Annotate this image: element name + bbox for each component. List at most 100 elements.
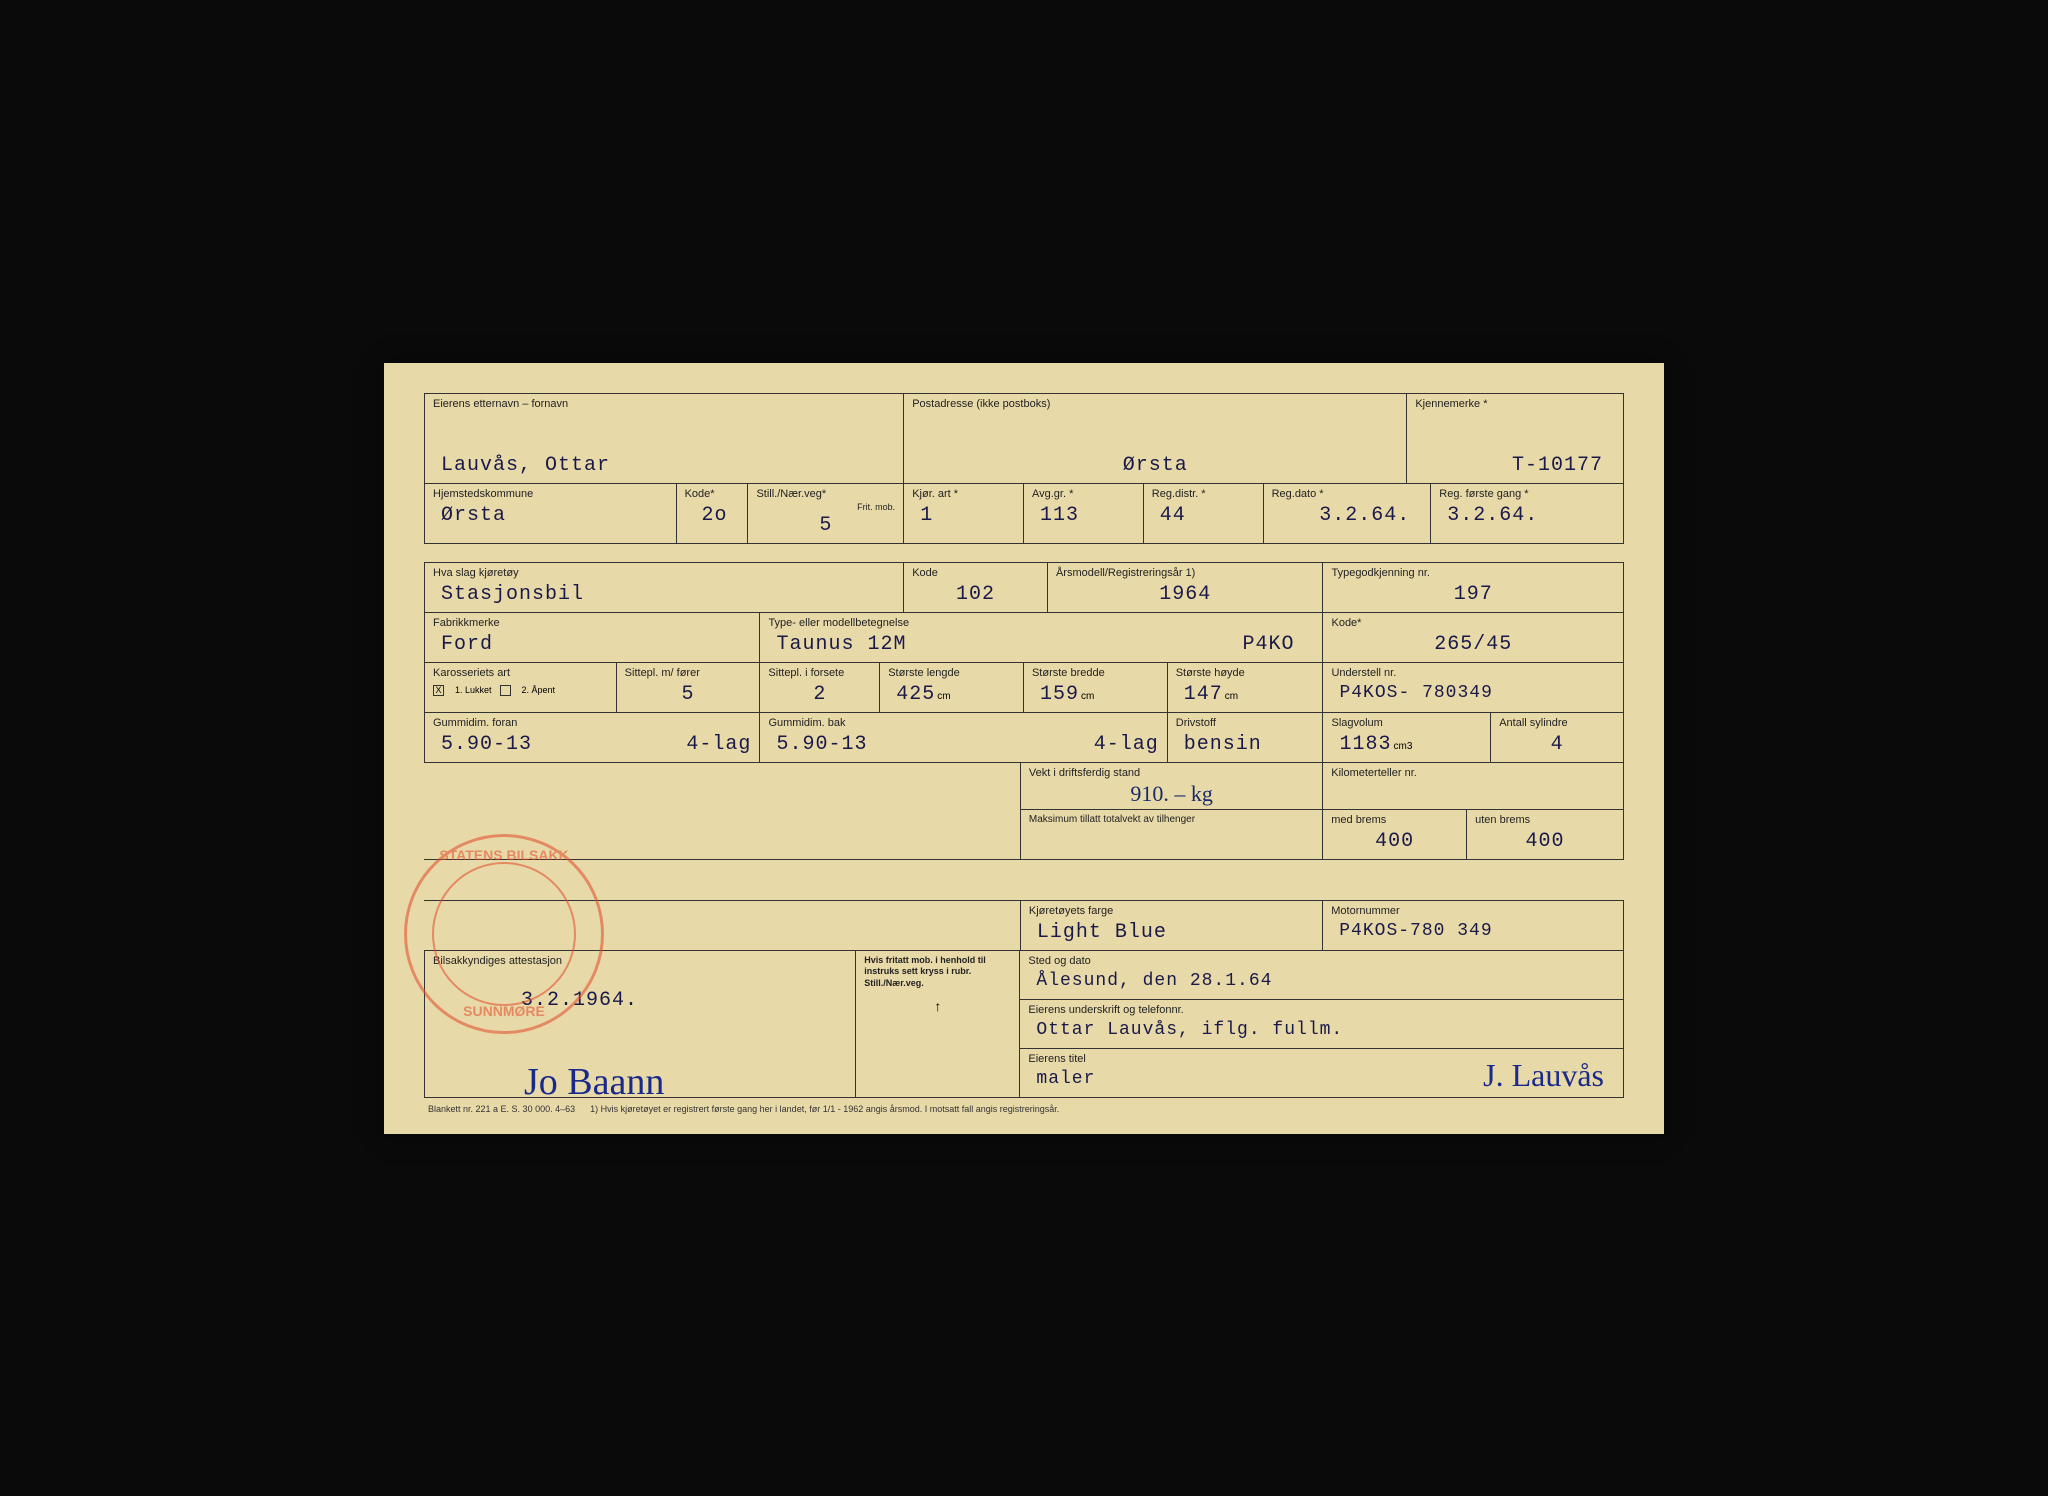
avg-label: Avg.gr. * (1032, 488, 1135, 500)
registration-card: Eierens etternavn – fornavn Lauvås, Otta… (384, 363, 1664, 1134)
cm1: cm (937, 691, 950, 702)
hoyde: 147 (1176, 681, 1223, 710)
gummi-b: 5.90-13 (768, 731, 1085, 760)
regforst-label: Reg. første gang * (1439, 488, 1615, 500)
slagvolum-label: Slagvolum (1331, 717, 1482, 729)
address-label: Postadresse (ikke postboks) (912, 398, 1398, 410)
gummi-f-label: Gummidim. foran (433, 717, 751, 729)
bredde: 159 (1032, 681, 1079, 710)
sittepl-forer: 5 (625, 681, 752, 710)
gummi-f2: 4-lag (678, 731, 751, 760)
uten: 400 (1475, 828, 1615, 857)
motor-label: Motornummer (1331, 905, 1615, 917)
farge-label: Kjøretøyets farge (1029, 905, 1314, 917)
drivstoff-label: Drivstoff (1176, 717, 1315, 729)
row6: Gummidim. foran 5.90-13 4-lag Gummidim. … (424, 712, 1624, 763)
underskrift: Ottar Lauvås, iflg. fullm. (1028, 1018, 1615, 1044)
plate: T-10177 (1415, 452, 1615, 481)
row2: Hjemstedskommune Ørsta Kode* 2o Still./N… (424, 483, 1624, 544)
med-label: med brems (1331, 814, 1458, 826)
sted-label: Sted og dato (1028, 955, 1615, 967)
regdato: 3.2.64. (1272, 502, 1423, 531)
titel: maler (1028, 1067, 1615, 1093)
maks-label: Maksimum tillatt totalvekt av tilhenger (1029, 814, 1314, 825)
owner-name-label: Eierens etternavn – fornavn (433, 398, 895, 410)
up-arrow-icon: ↑ (864, 992, 1011, 1014)
farge: Light Blue (1029, 919, 1314, 948)
opt2: 2. Åpent (522, 685, 556, 695)
footer: Blankett nr. 221 a E. S. 30 000. 4–63 1)… (424, 1098, 1624, 1114)
fabrikk: Ford (433, 631, 751, 660)
vehicle-type: Stasjonsbil (433, 581, 895, 610)
sittepl-forsete: 2 (768, 681, 871, 710)
vehicle-type-label: Hva slag kjøretøy (433, 567, 895, 579)
regdistr-label: Reg.distr. * (1152, 488, 1255, 500)
still-sublabel: Frit. mob. (756, 502, 895, 512)
vekt-label: Vekt i driftsferdig stand (1029, 767, 1314, 779)
kode3: 102 (912, 581, 1039, 610)
titel-label: Eierens titel (1028, 1053, 1615, 1065)
modell-label: Type- eller modellbetegnelse (768, 617, 1314, 629)
row10: Bilsakkyndiges attestasjon 3.2.1964. Hvi… (424, 951, 1624, 1098)
row3: Hva slag kjøretøy Stasjonsbil Kode 102 Å… (424, 562, 1624, 612)
understell: P4KOS- 780349 (1331, 681, 1615, 707)
row5: Karosseriets art X 1. Lukket 2. Åpent Si… (424, 662, 1624, 712)
address: Ørsta (912, 452, 1398, 481)
row9: Kjøretøyets farge Light Blue Motornummer… (424, 900, 1624, 951)
kode4-label: Kode* (1331, 617, 1615, 629)
apent-checkbox (500, 685, 511, 696)
sylindre-label: Antall sylindre (1499, 717, 1615, 729)
attest-date: 3.2.1964. (513, 987, 847, 1016)
row7: Vekt i driftsferdig stand 910. – kg Kilo… (424, 763, 1624, 810)
cm3: cm3 (1394, 741, 1413, 752)
km-label: Kilometerteller nr. (1331, 767, 1615, 779)
kjor: 1 (912, 502, 1015, 531)
cm2: cm (1081, 691, 1094, 702)
attest-label: Bilsakkyndiges attestasjon (433, 955, 847, 967)
row4: Fabrikkmerke Ford Type- eller modellbete… (424, 612, 1624, 662)
km (1331, 781, 1615, 787)
slagvolum: 1183 (1331, 731, 1391, 760)
gummi-b2: 4-lag (1086, 731, 1159, 760)
kommune: Ørsta (433, 502, 668, 531)
kommune-label: Hjemstedskommune (433, 488, 668, 500)
drivstoff: bensin (1176, 731, 1315, 760)
modell: Taunus 12M (768, 631, 1234, 660)
kode: 2o (685, 502, 740, 531)
understell-label: Understell nr. (1331, 667, 1615, 679)
avg: 113 (1032, 502, 1135, 531)
modell2: P4KO (1234, 631, 1314, 660)
regdato-label: Reg.dato * (1272, 488, 1423, 500)
header-row: Eierens etternavn – fornavn Lauvås, Otta… (424, 393, 1624, 483)
kode3-label: Kode (912, 567, 1039, 579)
bredde-label: Største bredde (1032, 667, 1159, 679)
owner-name: Lauvås, Ottar (433, 452, 895, 481)
regforst: 3.2.64. (1439, 502, 1615, 531)
fritatt-label: Hvis fritatt mob. i henhold til instruks… (864, 955, 1011, 990)
typegodkj: 197 (1331, 581, 1615, 610)
still-label: Still./Nær.veg* (756, 488, 895, 500)
sted: Ålesund, den 28.1.64 (1028, 969, 1615, 995)
lengde-label: Største lengde (888, 667, 1015, 679)
gummi-b-label: Gummidim. bak (768, 717, 1158, 729)
vekt: 910. – kg (1029, 781, 1314, 807)
kode-label: Kode* (685, 488, 740, 500)
kjor-label: Kjør. art * (912, 488, 1015, 500)
still: 5 (756, 512, 895, 541)
lukket-checkbox: X (433, 685, 444, 696)
med: 400 (1331, 828, 1458, 857)
motor: P4KOS-780 349 (1331, 919, 1615, 945)
sylindre: 4 (1499, 731, 1615, 760)
arsmodell-label: Årsmodell/Registreringsår 1) (1056, 567, 1315, 579)
arsmodell: 1964 (1056, 581, 1315, 610)
plate-label: Kjennemerke * (1415, 398, 1615, 410)
underskrift-label: Eierens underskrift og telefonnr. (1028, 1004, 1615, 1016)
opt1: 1. Lukket (455, 685, 492, 695)
gummi-f: 5.90-13 (433, 731, 678, 760)
karosseri-label: Karosseriets art (433, 667, 608, 679)
fabrikk-label: Fabrikkmerke (433, 617, 751, 629)
row8: Maksimum tillatt totalvekt av tilhenger … (424, 810, 1624, 860)
blankett: Blankett nr. 221 a E. S. 30 000. 4–63 (428, 1104, 575, 1114)
footnote-text: 1) Hvis kjøretøyet er registrert første … (590, 1104, 1059, 1114)
uten-label: uten brems (1475, 814, 1615, 826)
